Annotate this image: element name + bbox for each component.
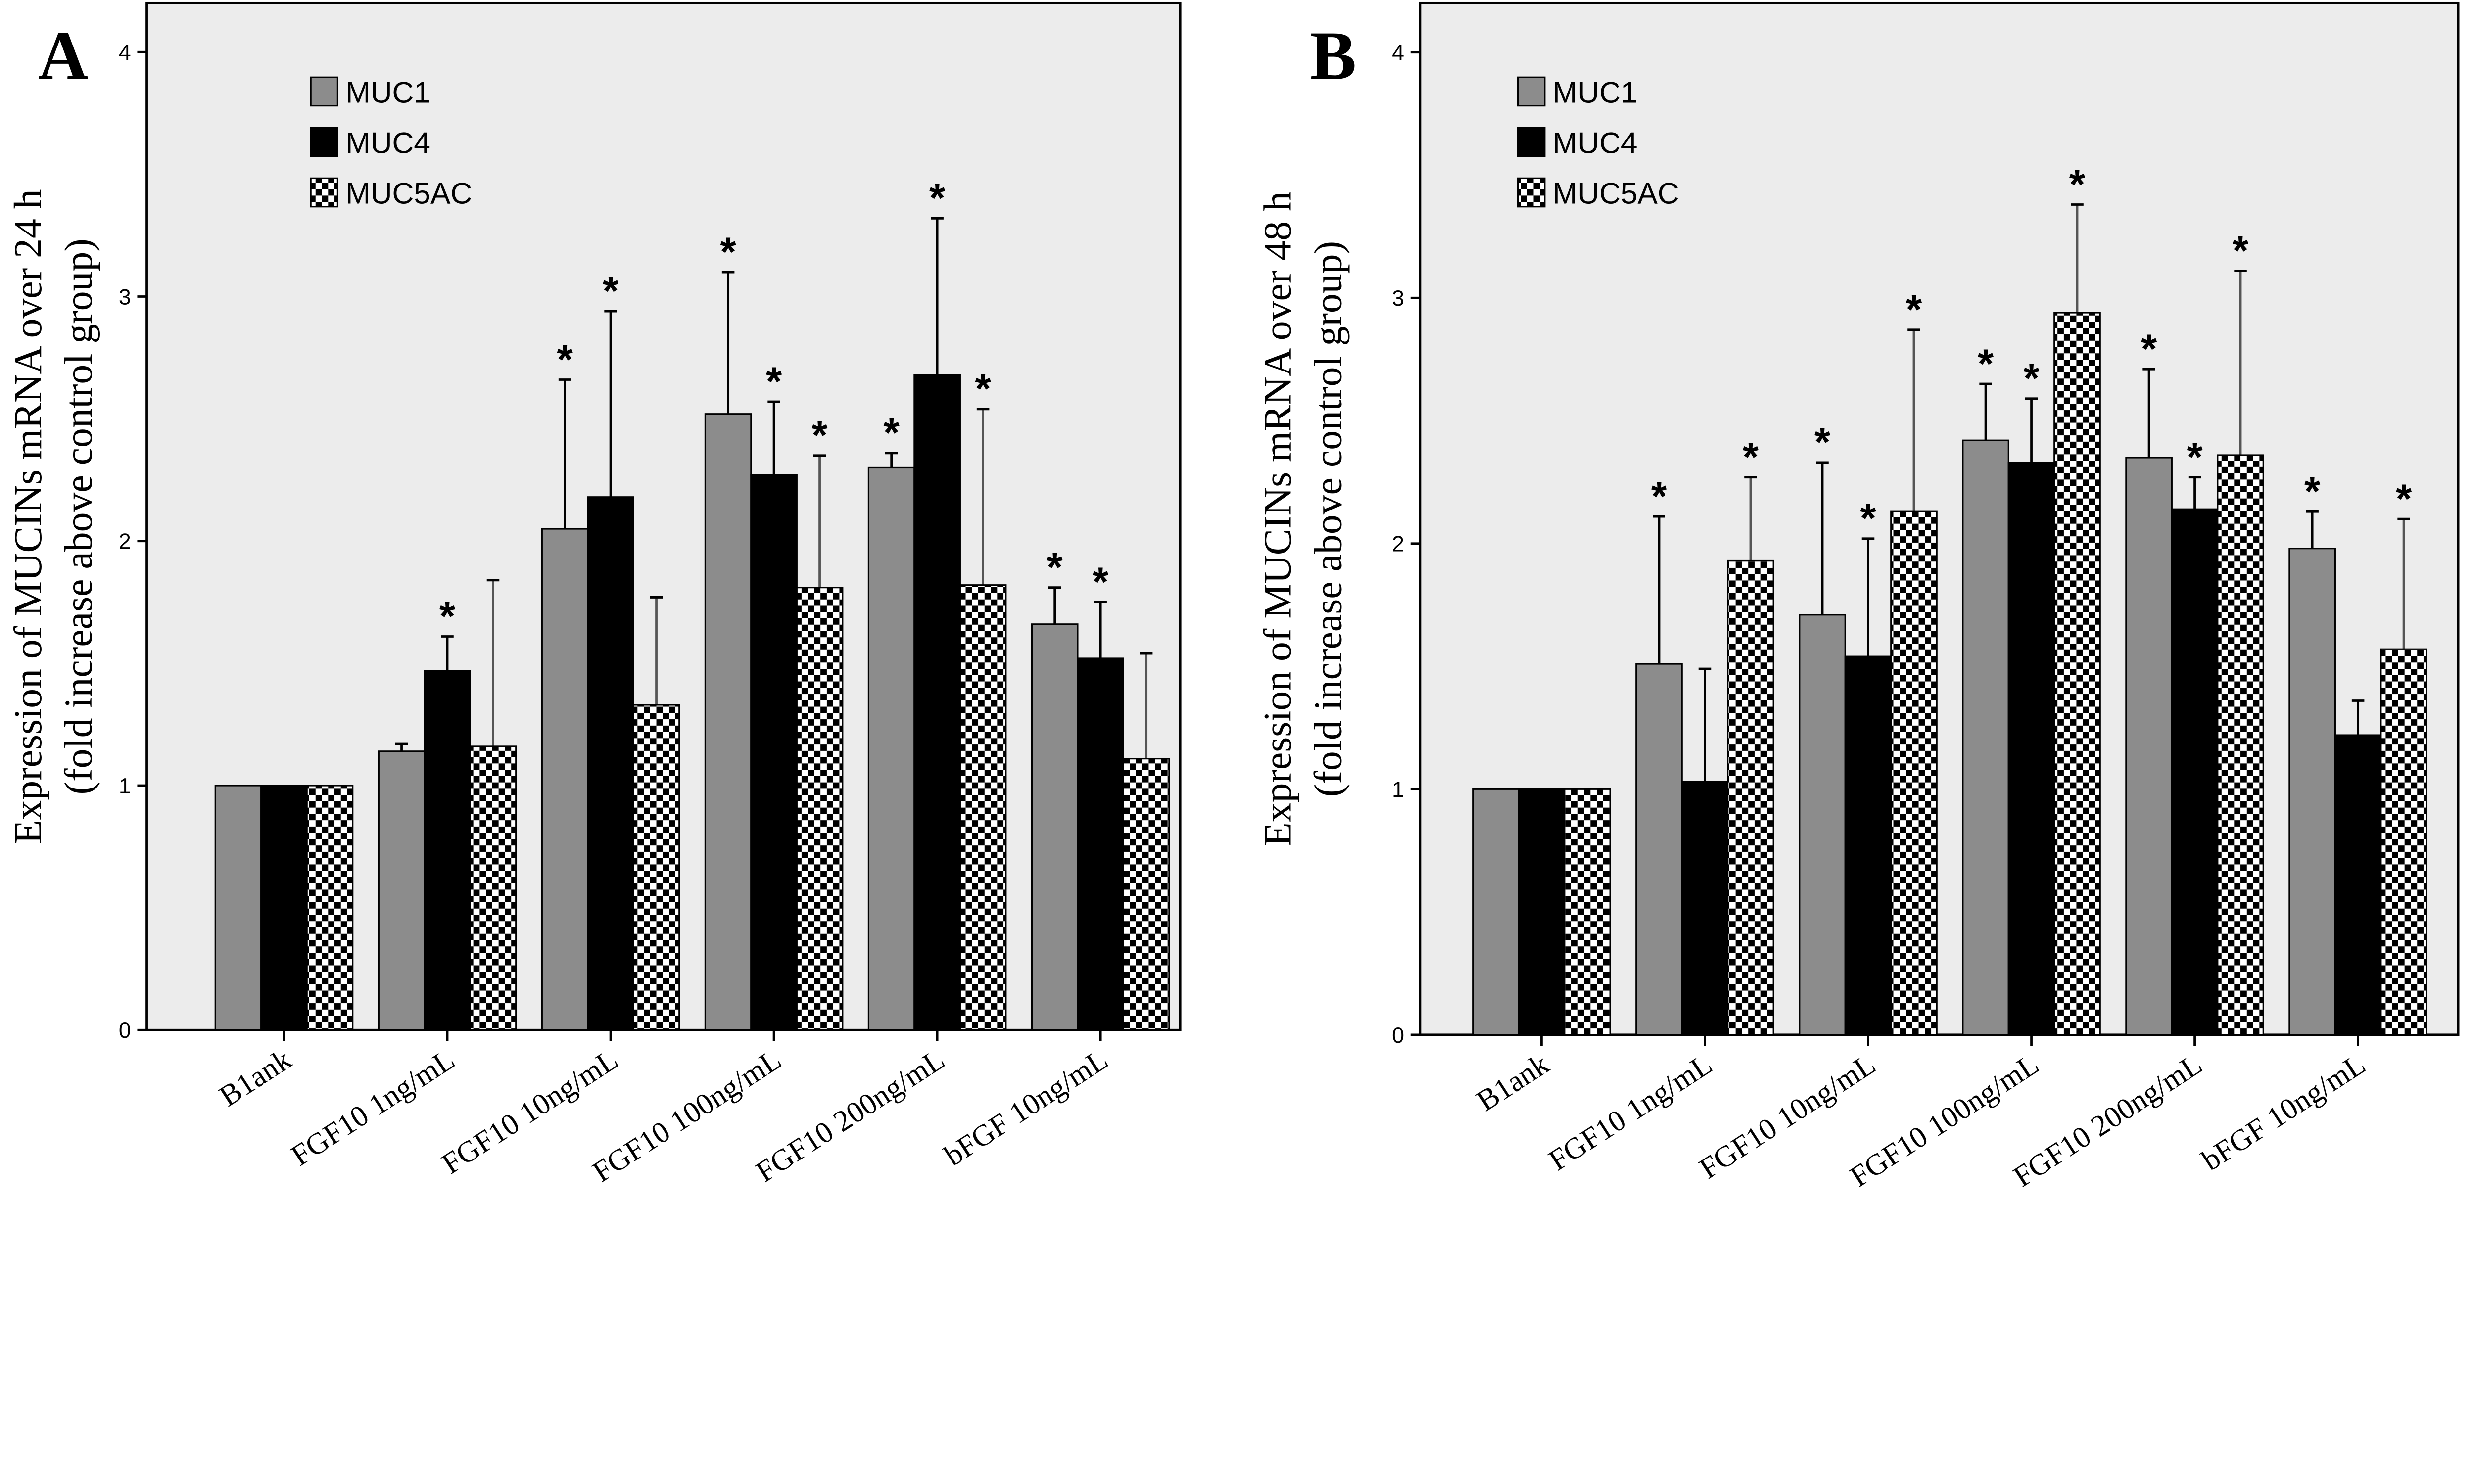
bar-muc1	[1962, 439, 2009, 1036]
legend-label: MUC5AC	[1553, 176, 1679, 210]
y-axis-label-sub: (fold increase above control group)	[1306, 241, 1350, 797]
bar-muc5ac	[2053, 312, 2101, 1036]
bar-muc1	[541, 528, 589, 1031]
y-tick-label: 0	[1392, 1023, 1404, 1048]
legend-swatch-muc5ac	[1517, 177, 1546, 208]
bar-muc5ac	[796, 587, 844, 1031]
significance-asterisk: *	[720, 229, 736, 275]
significance-asterisk: *	[2187, 434, 2203, 480]
y-tick-label: 2	[119, 530, 131, 554]
x-tick-label: bFGF 10ng/mL	[939, 1043, 1114, 1172]
bar-muc4	[587, 496, 634, 1031]
legend-label: MUC1	[345, 75, 430, 109]
y-tick-label: 1	[119, 774, 131, 798]
significance-asterisk: *	[811, 412, 828, 458]
legend-label: MUC4	[345, 126, 430, 159]
bar-muc5ac	[1122, 758, 1170, 1031]
legend-swatch-muc5ac	[310, 177, 338, 208]
bar-muc5ac	[1564, 788, 1611, 1036]
bar-muc1	[704, 413, 752, 1031]
significance-asterisk: *	[1978, 340, 1994, 386]
bar-muc4	[1518, 788, 1566, 1036]
y-tick-label: 4	[119, 41, 131, 65]
bar-muc4	[913, 374, 961, 1031]
x-tick-label: B1ank	[214, 1043, 298, 1113]
bar-muc4	[2171, 508, 2219, 1036]
bar-muc5ac	[1890, 510, 1938, 1036]
y-tick-label: 3	[1392, 286, 1404, 311]
significance-asterisk: *	[975, 366, 991, 412]
bar-muc1	[2288, 548, 2336, 1036]
bar-muc4	[1681, 781, 1729, 1036]
legend-swatch-muc4	[310, 127, 338, 157]
y-tick-label: 1	[1392, 778, 1404, 802]
significance-asterisk: *	[2023, 355, 2040, 401]
legend-swatch-muc1	[1517, 76, 1546, 107]
y-axis-label: Expression of MUCINs mRNA over 24 h	[6, 189, 50, 844]
significance-asterisk: *	[1047, 544, 1063, 590]
bar-muc4	[260, 785, 308, 1031]
significance-asterisk: *	[557, 336, 573, 382]
significance-asterisk: *	[2233, 228, 2249, 274]
legend-label: MUC5AC	[345, 176, 472, 210]
y-axis-label: Expression of MUCINs mRNA over 48 h	[1256, 191, 1299, 846]
panel-b: B Expression of MUCINs mRNA over 48 h (fol…	[1256, 1, 2460, 1194]
bar-muc1	[1799, 614, 1846, 1036]
panel-label: B	[1310, 17, 1357, 94]
x-tick-label: FGF10 1ng/mL	[1543, 1048, 1718, 1177]
bar-muc1	[214, 785, 262, 1031]
panel-a: A Expression of MUCINs mRNA over 24 h (fol…	[6, 1, 1182, 1189]
bar-muc4	[750, 474, 798, 1031]
figure: A Expression of MUCINs mRNA over 24 h (fol…	[6, 1, 2460, 1194]
significance-asterisk: *	[1743, 434, 1759, 480]
bar-muc4	[2007, 462, 2055, 1036]
significance-asterisk: *	[2304, 468, 2321, 514]
legend-label: MUC4	[1553, 126, 1638, 159]
significance-asterisk: *	[439, 593, 456, 639]
bar-muc4	[1077, 657, 1125, 1031]
y-axis-label-sub: (fold increase above control group)	[57, 238, 100, 794]
bar-muc5ac	[959, 584, 1007, 1031]
significance-asterisk: *	[2141, 325, 2157, 371]
y-tick-label: 0	[119, 1019, 131, 1043]
bar-muc1	[1031, 623, 1079, 1031]
bar-muc1	[867, 466, 915, 1031]
bar-muc5ac	[2217, 454, 2264, 1036]
significance-asterisk: *	[884, 410, 900, 456]
significance-asterisk: *	[2069, 161, 2086, 207]
legend-swatch-muc4	[1517, 127, 1546, 157]
legend-swatch-muc1	[310, 76, 338, 107]
y-tick-label: 2	[1392, 532, 1404, 556]
bar-muc4	[1844, 655, 1892, 1036]
x-tick-label: bFGF 10ng/mL	[2196, 1048, 2371, 1177]
bar-muc1	[1472, 788, 1520, 1036]
legend-label: MUC1	[1553, 75, 1638, 109]
bar-muc5ac	[632, 704, 680, 1031]
bar-muc4	[424, 670, 471, 1031]
panel-label: A	[38, 17, 88, 94]
bar-muc1	[2125, 457, 2173, 1036]
bar-muc5ac	[469, 745, 517, 1031]
y-tick-label: 3	[119, 285, 131, 309]
significance-asterisk: *	[766, 358, 782, 404]
bar-muc1	[378, 750, 426, 1031]
x-tick-label: B1ank	[1471, 1047, 1555, 1118]
significance-asterisk: *	[1814, 419, 1831, 465]
significance-asterisk: *	[603, 268, 619, 314]
significance-asterisk: *	[2396, 475, 2412, 521]
bar-muc1	[1635, 663, 1683, 1036]
bar-muc5ac	[1727, 559, 1774, 1036]
significance-asterisk: *	[1093, 559, 1109, 605]
x-tick-label: FGF10 1ng/mL	[285, 1043, 461, 1172]
y-tick-label: 4	[1392, 41, 1404, 65]
significance-asterisk: *	[1906, 286, 1922, 332]
bar-muc5ac	[2380, 648, 2427, 1036]
significance-asterisk: *	[929, 175, 946, 221]
significance-asterisk: *	[1651, 473, 1667, 519]
significance-asterisk: *	[1860, 495, 1876, 541]
bar-muc4	[2334, 734, 2382, 1036]
bar-muc5ac	[306, 785, 354, 1031]
